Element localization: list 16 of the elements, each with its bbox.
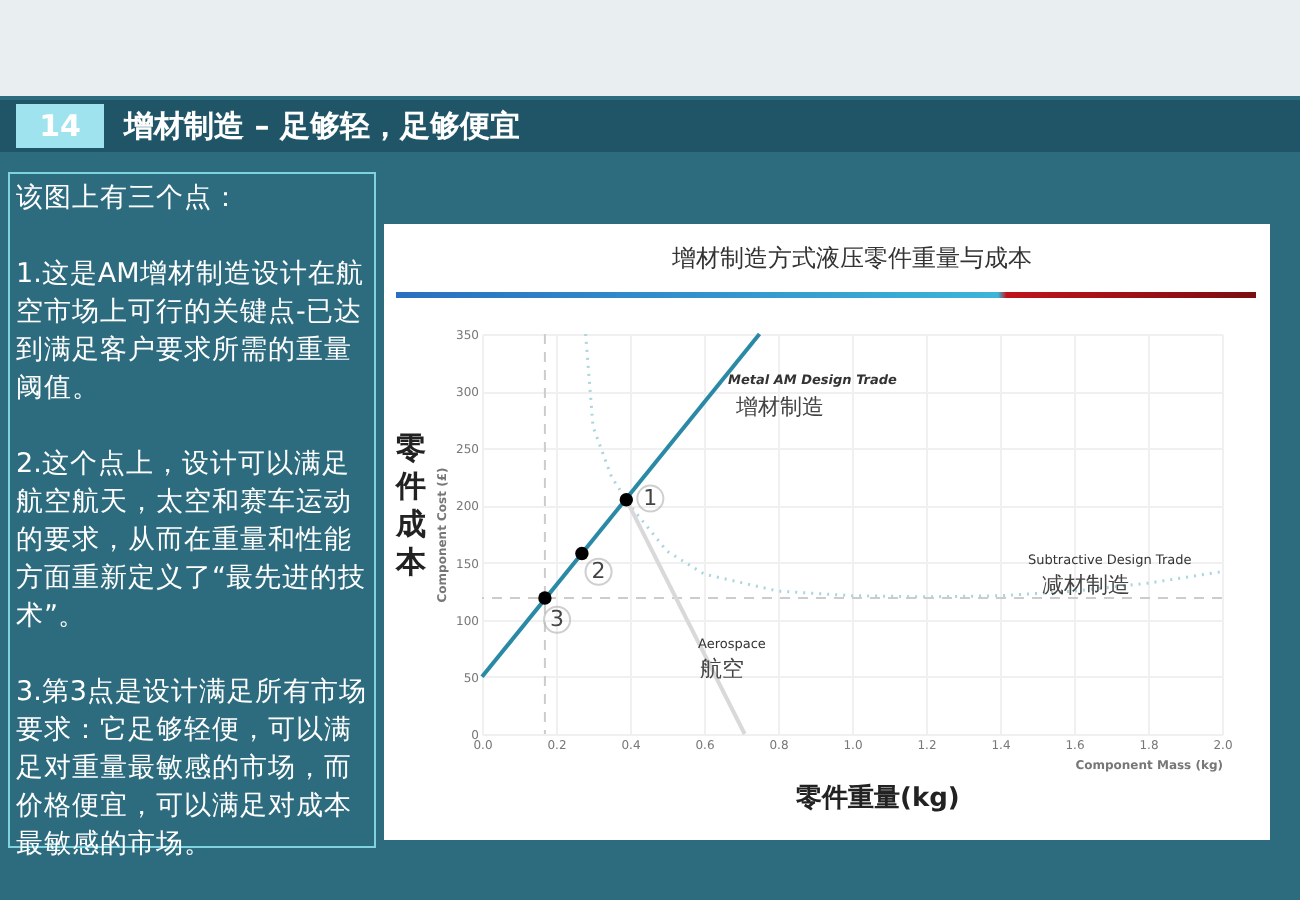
annotation: 增材制造 [736,392,824,422]
annotation: 2 [591,557,606,584]
text: 增材制造 – 足够轻，足够便宜 [124,106,520,148]
point [619,493,634,507]
point [538,591,552,605]
chart-title: 增材制造方式液压零件重量与成本 [670,244,1032,272]
point [575,546,589,561]
annotation: 3 [550,605,565,632]
text: 14 [16,104,104,148]
line-series [584,332,1224,599]
text: 零件重量(kg) [796,781,960,816]
text: 该图上有三个点： 1.这是AM增材制造设计在航空市场上可行的关键点-已达到满足客户要求所需的重量阈值。 2.这个点上，设计可以满足航空航天，太空和赛车运动的要求，从而在重量和性能方面重新定义了“最先进的技术”。 3.第3点是设计满足所有市场要求：它足够轻便，可以满足对重量最敏感的市场，而价格便宜，可以满足对成本最敏感的市场。 [16,182,367,860]
annotation: 1 [643,484,658,511]
text: 零件成本 [396,430,428,582]
annotation: 航空 [700,654,744,684]
annotation: 减材制造 [1042,570,1130,600]
